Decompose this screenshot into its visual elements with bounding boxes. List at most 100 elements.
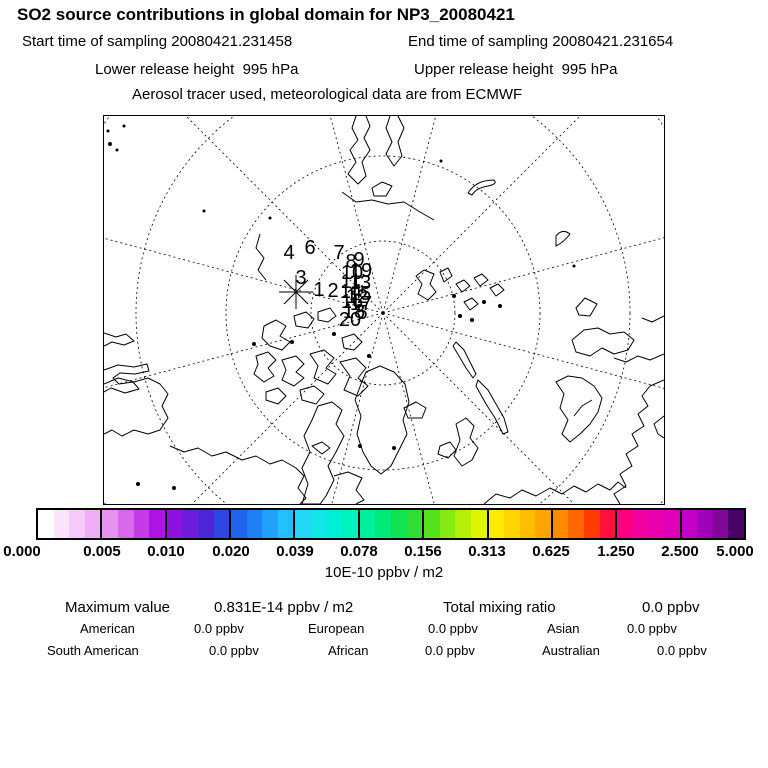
region-african-label: African <box>328 643 369 658</box>
colorbar-cell <box>69 510 85 538</box>
release-marker-18: 18 <box>343 301 365 323</box>
island-speck <box>202 209 206 213</box>
release-marker-20: 20 <box>339 309 361 331</box>
island-speck <box>392 446 396 450</box>
release-marker-6: 6 <box>304 237 315 259</box>
coastline-path <box>475 379 509 435</box>
island-speck <box>106 129 110 133</box>
colorbar-cell <box>535 510 551 538</box>
colorbar-tick: 0.156 <box>404 543 442 560</box>
colorbar-cell <box>277 510 294 538</box>
colorbar-cell <box>455 510 471 538</box>
region-asian-label: Asian <box>547 621 580 636</box>
island-speck <box>122 124 126 128</box>
colorbar-segment <box>679 510 744 538</box>
colorbar-cell <box>599 510 616 538</box>
colorbar-tick: 5.000 <box>716 543 754 560</box>
colorbar-cell <box>262 510 278 538</box>
colorbar-segment <box>293 510 358 538</box>
island-speck <box>268 216 272 220</box>
coastline-path <box>555 375 603 443</box>
colorbar-cell <box>712 510 729 538</box>
coastline-path <box>575 297 598 317</box>
island-speck <box>172 486 176 490</box>
total-mixing-ratio-value: 0.0 ppbv <box>642 599 700 616</box>
coastline-path <box>437 441 457 459</box>
region-american-label: American <box>80 621 135 636</box>
colorbar-segment <box>38 510 101 538</box>
colorbar-tick: 2.500 <box>661 543 699 560</box>
colorbar-cell <box>38 510 54 538</box>
release-marker-1: 1 <box>313 279 324 301</box>
island-speck <box>136 482 140 486</box>
coastline-path <box>104 332 135 347</box>
colorbar-cell <box>133 510 150 538</box>
meridian-line <box>382 312 435 504</box>
meridian-line <box>331 312 384 504</box>
colorbar-cell <box>213 510 230 538</box>
colorbar-unit-label: 10E-10 ppbv / m2 <box>324 564 444 581</box>
latitude-circle <box>135 116 631 504</box>
region-australian-label: Australian <box>542 643 600 658</box>
colorbar-cell <box>375 510 391 538</box>
coastline-path <box>415 269 437 301</box>
meridian-line <box>382 312 575 504</box>
upper-release-label: Upper release height 995 hPa <box>414 61 618 78</box>
coastline-path <box>555 230 571 247</box>
coastline-path <box>653 415 664 439</box>
release-marker-15: 15 <box>349 283 371 305</box>
coastline-path <box>347 116 371 185</box>
colorbar-cell <box>342 510 358 538</box>
colorbar-segment <box>550 510 616 538</box>
coastline-path <box>613 379 664 504</box>
colorbar-cell <box>246 510 263 538</box>
colorbar-tick: 0.005 <box>83 543 121 560</box>
coastline-path <box>265 387 287 405</box>
region-australian-value: 0.0 ppbv <box>657 643 707 658</box>
colorbar-segment <box>229 510 294 538</box>
meridian-line <box>382 116 581 314</box>
colorbar-cell <box>295 510 312 538</box>
region-european-value: 0.0 ppbv <box>428 621 478 636</box>
colorbar-tick: 0.000 <box>3 543 41 560</box>
coastline-path <box>281 355 305 387</box>
island-speck <box>572 264 576 268</box>
color-scale-bar <box>36 508 746 540</box>
release-marker-12: 12 <box>346 286 368 308</box>
coastline-path <box>573 399 593 417</box>
maximum-value: 0.831E-14 ppbv / m2 <box>214 599 354 616</box>
coastline-path <box>371 181 393 197</box>
plot-title: SO2 source contributions in global domai… <box>17 5 515 24</box>
coastline-path <box>301 401 345 504</box>
region-american-value: 0.0 ppbv <box>194 621 244 636</box>
colorbar-cell <box>406 510 423 538</box>
meridian-line <box>185 116 384 314</box>
colorbar-segment <box>164 510 230 538</box>
coastline-path <box>311 441 331 455</box>
colorbar-segment <box>357 510 423 538</box>
release-marker-4: 4 <box>283 242 294 264</box>
start-time-label: Start time of sampling 20080421.231458 <box>22 33 293 50</box>
colorbar-cell <box>149 510 165 538</box>
island-speck <box>108 142 112 146</box>
coastline-path <box>104 363 150 394</box>
coastline-path <box>309 349 337 385</box>
coastline-path <box>453 417 479 467</box>
coastline-path <box>341 191 435 221</box>
colorbar-cell <box>231 510 247 538</box>
release-marker-2: 2 <box>327 280 338 302</box>
release-marker-16: 16 <box>341 291 363 313</box>
colorbar-cell <box>84 510 101 538</box>
colorbar-cell <box>504 510 520 538</box>
region-south-american-value: 0.0 ppbv <box>209 643 259 658</box>
lower-release-label: Lower release height 995 hPa <box>95 61 299 78</box>
release-marker-17: 17 <box>350 293 372 315</box>
colorbar-cell <box>166 510 183 538</box>
island-speck <box>290 340 294 344</box>
colorbar-cell <box>359 510 376 538</box>
coastline-path <box>473 273 489 287</box>
colorbar-cell <box>519 510 536 538</box>
island-speck <box>458 314 462 318</box>
